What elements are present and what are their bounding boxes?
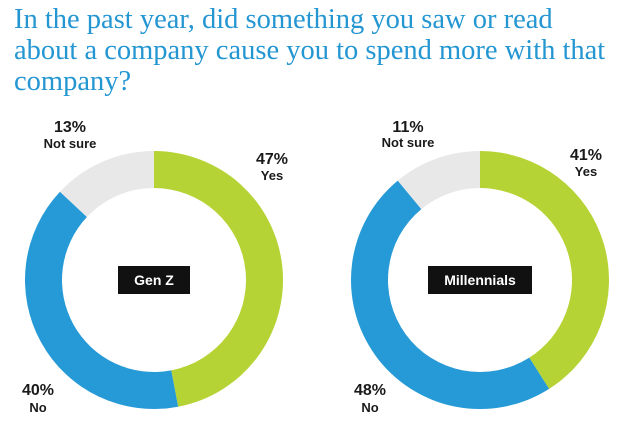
segment-not-sure — [59, 151, 155, 218]
yes-category-label: Yes — [575, 164, 597, 179]
donut-millennials: Millennials 41% Yes 48% No 11% Not sure — [351, 119, 609, 415]
center-label: Gen Z — [134, 272, 174, 288]
center-badge — [118, 266, 190, 294]
not-sure-category-label: Not sure — [382, 135, 435, 150]
chart-title: In the past year, did something you saw … — [14, 4, 606, 97]
segment-yes — [154, 151, 284, 407]
no-category-label: No — [361, 400, 378, 415]
no-category-label: No — [29, 400, 46, 415]
not-sure-value-label: 13% — [54, 119, 86, 136]
segment-no — [24, 191, 179, 409]
segment-not-sure — [397, 151, 480, 210]
segment-no — [351, 180, 550, 409]
yes-value-label: 41% — [570, 147, 602, 164]
no-value-label: 40% — [22, 382, 54, 399]
center-badge — [428, 266, 532, 294]
not-sure-value-label: 11% — [392, 119, 423, 136]
yes-category-label: Yes — [261, 168, 283, 183]
center-label: Millennials — [444, 272, 516, 288]
segment-yes — [480, 151, 609, 389]
not-sure-category-label: Not sure — [44, 136, 97, 151]
yes-value-label: 47% — [256, 151, 288, 168]
no-value-label: 48% — [354, 382, 386, 399]
donut-gen-z: Gen Z 47% Yes 40% No 13% Not sure — [22, 119, 288, 415]
